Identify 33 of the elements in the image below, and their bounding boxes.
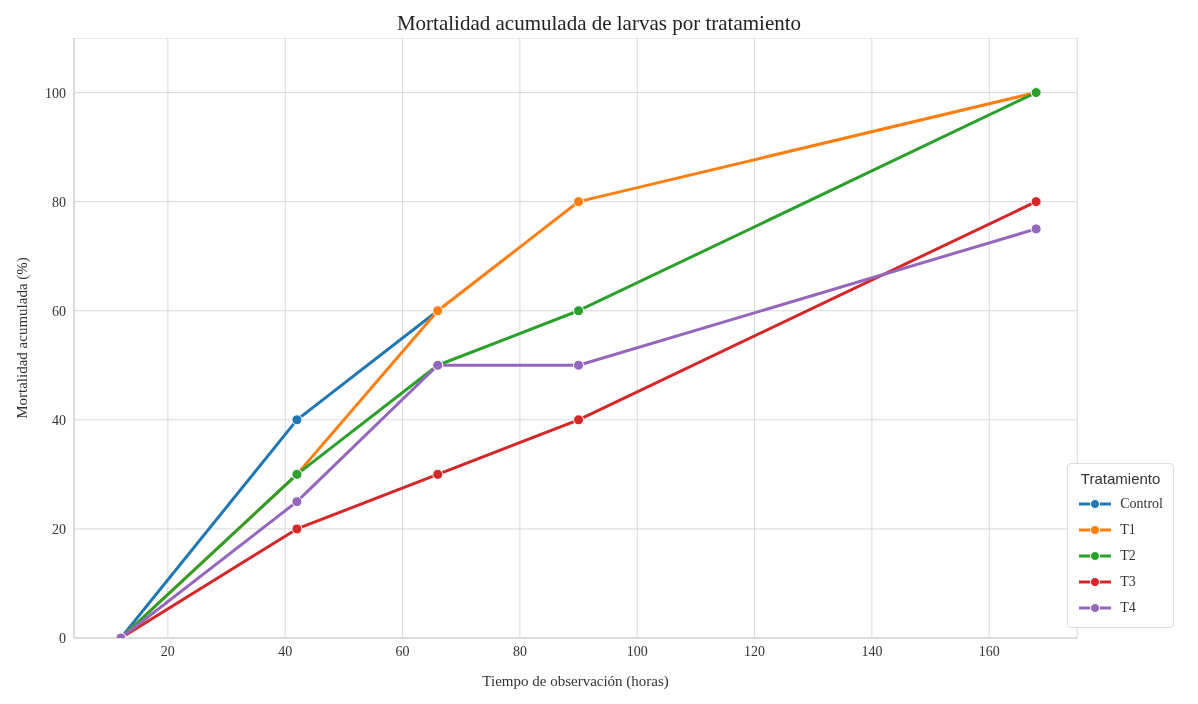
- y-tick-label: 0: [59, 630, 66, 646]
- point: [291, 523, 303, 535]
- x-tick-label: 60: [395, 643, 410, 659]
- x-tick-label: 120: [744, 643, 766, 659]
- legend-label: T2: [1120, 548, 1136, 564]
- y-tick-label: 40: [52, 412, 66, 428]
- x-tick-label: 100: [626, 643, 648, 659]
- point: [573, 196, 585, 208]
- legend-label: T1: [1120, 522, 1136, 538]
- point: [1030, 223, 1042, 235]
- legend-label: T4: [1120, 600, 1136, 616]
- point: [432, 468, 444, 480]
- legend-label: Control: [1120, 496, 1163, 512]
- x-tick-label: 80: [512, 643, 527, 659]
- x-tick-label: 40: [278, 643, 293, 659]
- point: [573, 359, 585, 371]
- point: [573, 305, 585, 317]
- point: [573, 414, 585, 426]
- x-axis-title: Tiempo de observación (horas): [482, 673, 669, 690]
- y-axis-title: Mortalidad acumulada (%): [14, 257, 32, 419]
- legend-label: T3: [1120, 574, 1136, 590]
- x-tick-label: 20: [160, 643, 175, 659]
- y-tick-label: 60: [52, 303, 66, 319]
- y-tick-label: 20: [52, 521, 66, 537]
- point: [291, 414, 303, 426]
- x-tick-label: 140: [861, 643, 883, 659]
- point: [291, 496, 303, 508]
- y-tick-label: 100: [45, 85, 66, 101]
- x-tick-label: 160: [978, 643, 1000, 659]
- point: [1030, 196, 1042, 208]
- legend-title: Tratamiento: [1079, 470, 1162, 487]
- chart-title: Mortalidad acumulada de larvas por tratamiento: [395, 10, 803, 37]
- y-tick-label: 80: [52, 194, 66, 210]
